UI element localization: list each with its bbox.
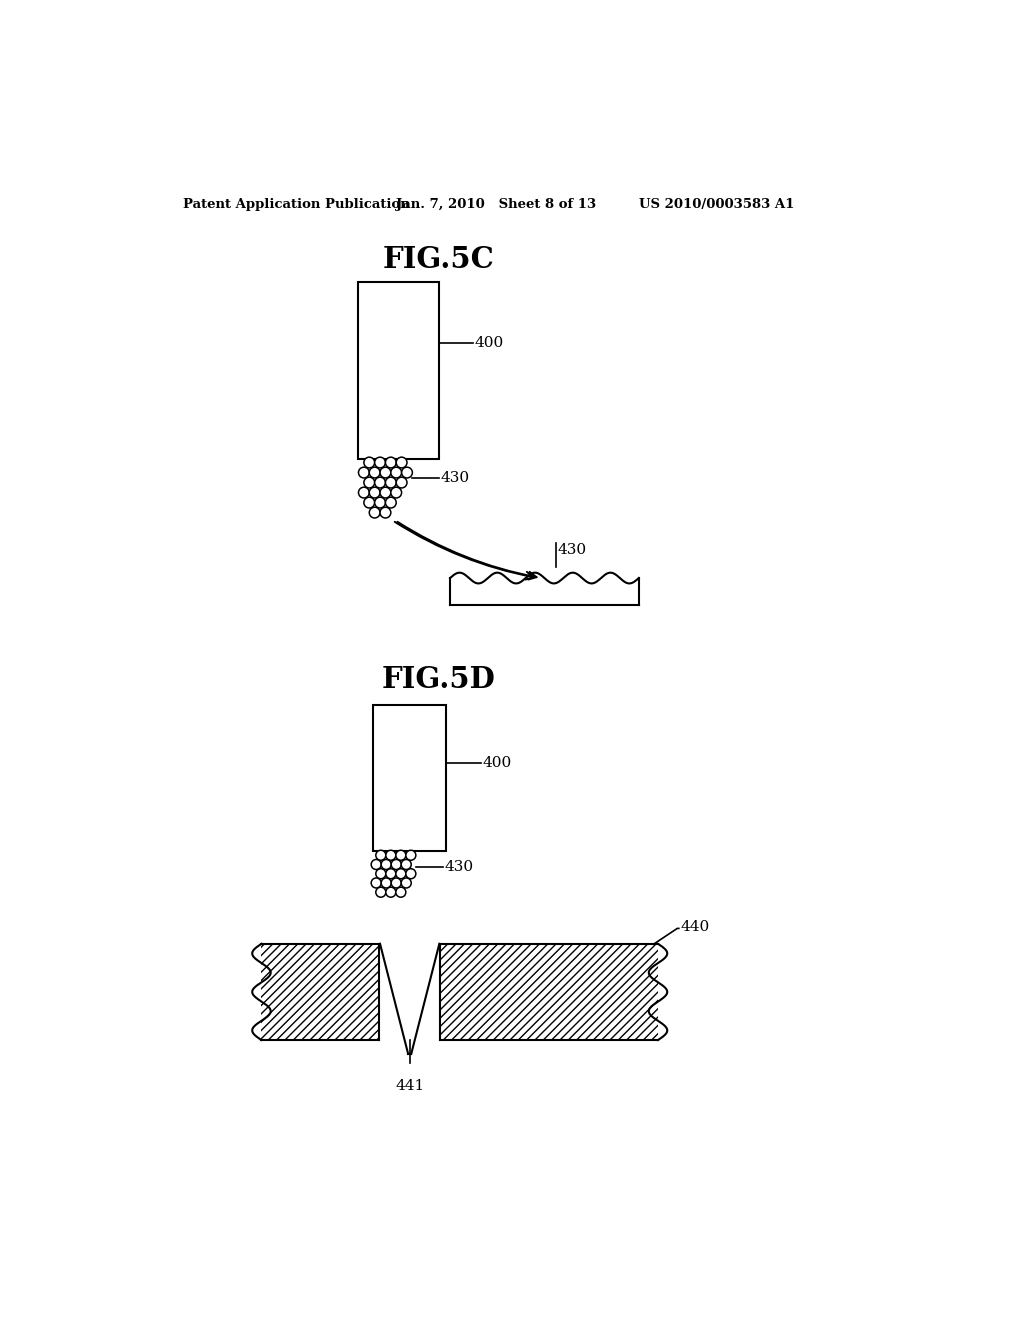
Bar [261, 944, 379, 1040]
Text: FIG.5C: FIG.5C [383, 244, 495, 273]
Circle shape [371, 859, 381, 870]
Text: 430: 430 [558, 544, 587, 557]
Circle shape [396, 887, 406, 898]
Text: 440: 440 [680, 920, 710, 933]
Text: Jan. 7, 2010   Sheet 8 of 13: Jan. 7, 2010 Sheet 8 of 13 [396, 198, 596, 211]
Text: 441: 441 [395, 1078, 424, 1093]
Text: 400: 400 [475, 337, 504, 350]
Circle shape [380, 507, 391, 517]
Text: US 2010/0003583 A1: US 2010/0003583 A1 [639, 198, 795, 211]
Text: 430: 430 [444, 859, 474, 874]
Circle shape [396, 850, 406, 861]
Circle shape [376, 850, 386, 861]
Circle shape [391, 467, 401, 478]
Circle shape [371, 878, 381, 888]
Circle shape [381, 878, 391, 888]
Bar [440, 944, 658, 1040]
Circle shape [401, 467, 413, 478]
Circle shape [375, 457, 385, 469]
Circle shape [370, 467, 380, 478]
Circle shape [376, 869, 386, 879]
Circle shape [391, 487, 401, 498]
Circle shape [406, 850, 416, 861]
Circle shape [386, 850, 396, 861]
Circle shape [364, 457, 375, 469]
Circle shape [381, 859, 391, 870]
Circle shape [370, 507, 380, 517]
Circle shape [386, 869, 396, 879]
Circle shape [380, 487, 391, 498]
Circle shape [358, 487, 370, 498]
Circle shape [385, 457, 396, 469]
Circle shape [364, 498, 375, 508]
Circle shape [401, 878, 412, 888]
Circle shape [386, 887, 396, 898]
Text: Patent Application Publication: Patent Application Publication [183, 198, 410, 211]
Circle shape [385, 498, 396, 508]
Text: FIG.5D: FIG.5D [382, 665, 496, 694]
Circle shape [370, 487, 380, 498]
Circle shape [364, 478, 375, 488]
Bar [373, 705, 446, 851]
Circle shape [396, 869, 406, 879]
Circle shape [358, 467, 370, 478]
Circle shape [396, 457, 407, 469]
Circle shape [375, 478, 385, 488]
Circle shape [380, 467, 391, 478]
Circle shape [406, 869, 416, 879]
Circle shape [385, 478, 396, 488]
Circle shape [375, 498, 385, 508]
Circle shape [401, 859, 412, 870]
Bar [357, 281, 438, 459]
Text: 400: 400 [482, 756, 512, 770]
Circle shape [376, 887, 386, 898]
Circle shape [396, 478, 407, 488]
Circle shape [391, 859, 401, 870]
Circle shape [391, 878, 401, 888]
Text: 430: 430 [441, 471, 470, 484]
